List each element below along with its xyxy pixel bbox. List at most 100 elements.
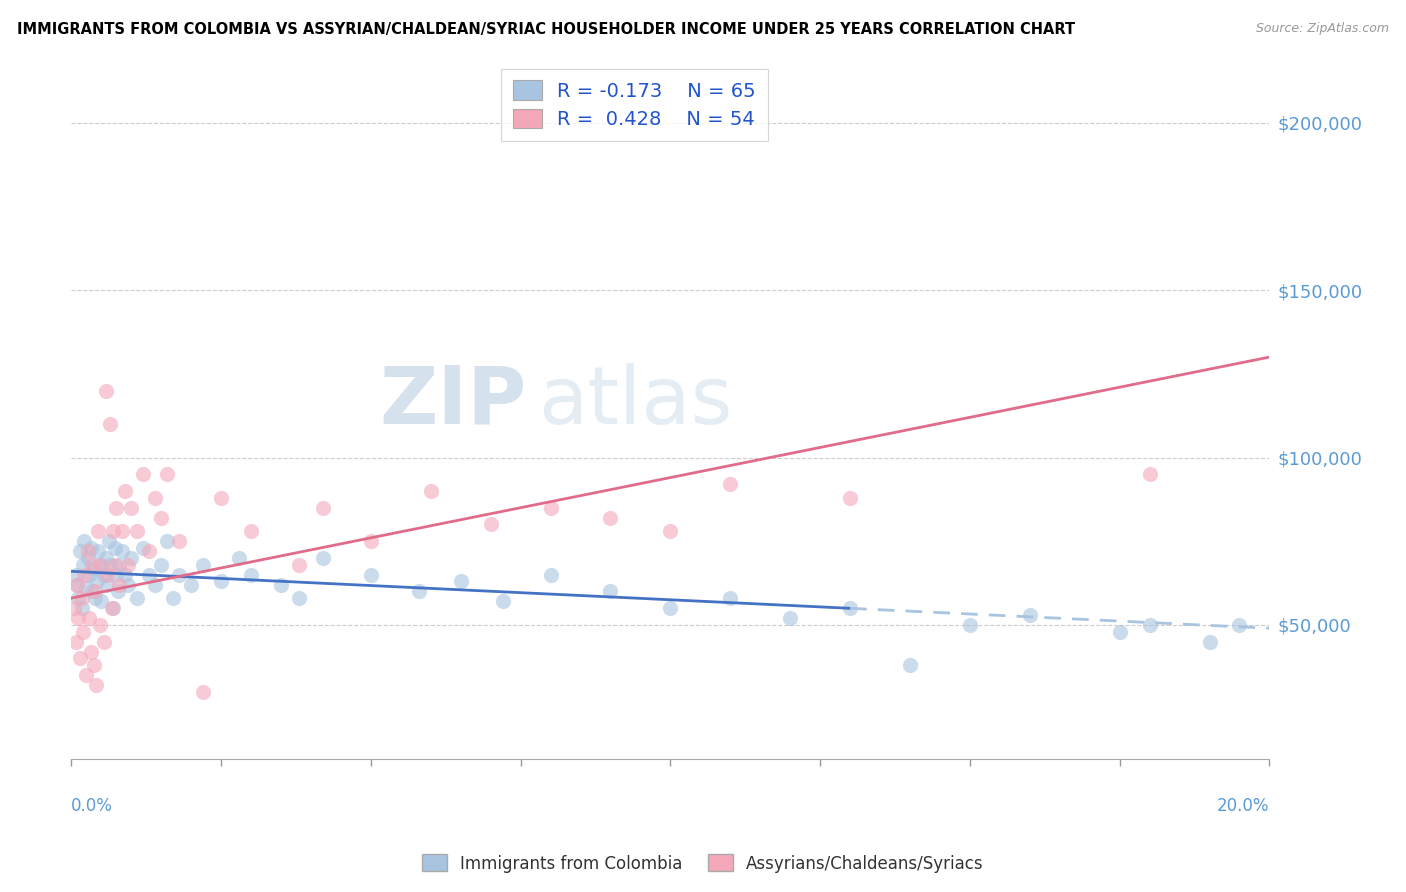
Point xyxy=(120,500,142,515)
Point xyxy=(63,601,86,615)
Point xyxy=(77,611,100,625)
Point xyxy=(491,594,513,608)
Point xyxy=(408,584,430,599)
Point xyxy=(80,645,103,659)
Point xyxy=(83,561,105,575)
Point xyxy=(479,517,502,532)
Point xyxy=(94,384,117,398)
Point xyxy=(65,634,87,648)
Point xyxy=(599,510,621,524)
Point xyxy=(72,558,94,572)
Point xyxy=(89,558,111,572)
Point xyxy=(65,567,87,582)
Point xyxy=(67,611,90,625)
Point xyxy=(83,658,105,673)
Point xyxy=(114,483,136,498)
Point xyxy=(959,618,981,632)
Point xyxy=(659,601,682,615)
Point xyxy=(540,500,562,515)
Text: 20.0%: 20.0% xyxy=(1218,797,1270,814)
Point xyxy=(132,467,155,482)
Point xyxy=(360,567,382,582)
Point xyxy=(105,567,128,582)
Point xyxy=(66,578,89,592)
Point xyxy=(90,558,112,572)
Point xyxy=(70,591,93,606)
Point xyxy=(86,574,108,589)
Point xyxy=(101,601,124,615)
Point xyxy=(312,500,335,515)
Point xyxy=(167,567,190,582)
Point xyxy=(239,524,262,538)
Point xyxy=(659,524,682,538)
Point xyxy=(143,578,166,592)
Point xyxy=(191,685,214,699)
Point xyxy=(114,567,136,582)
Point xyxy=(1229,618,1251,632)
Point xyxy=(839,491,862,505)
Point xyxy=(70,601,93,615)
Point xyxy=(120,550,142,565)
Point xyxy=(108,558,131,572)
Point xyxy=(191,558,214,572)
Point xyxy=(69,651,91,665)
Point xyxy=(84,584,107,599)
Point xyxy=(162,591,184,606)
Point xyxy=(143,491,166,505)
Point xyxy=(270,578,292,592)
Point xyxy=(1139,618,1161,632)
Point xyxy=(104,541,127,555)
Text: Source: ZipAtlas.com: Source: ZipAtlas.com xyxy=(1256,22,1389,36)
Point xyxy=(98,417,121,431)
Point xyxy=(67,591,90,606)
Point xyxy=(117,558,139,572)
Point xyxy=(138,567,160,582)
Point xyxy=(101,601,124,615)
Point xyxy=(209,491,232,505)
Text: atlas: atlas xyxy=(538,363,733,441)
Point xyxy=(209,574,232,589)
Point xyxy=(96,578,118,592)
Point xyxy=(167,534,190,549)
Point xyxy=(104,558,127,572)
Point xyxy=(450,574,472,589)
Point xyxy=(73,567,96,582)
Point xyxy=(87,544,110,558)
Point xyxy=(77,567,100,582)
Point xyxy=(599,584,621,599)
Point xyxy=(288,558,311,572)
Point xyxy=(111,524,134,538)
Point xyxy=(101,524,124,538)
Point xyxy=(839,601,862,615)
Point xyxy=(150,558,173,572)
Point xyxy=(228,550,250,565)
Point xyxy=(180,578,202,592)
Point xyxy=(360,534,382,549)
Point xyxy=(72,624,94,639)
Point xyxy=(90,594,112,608)
Point xyxy=(898,658,921,673)
Point xyxy=(93,567,115,582)
Point xyxy=(66,578,89,592)
Point xyxy=(82,584,104,599)
Point xyxy=(107,584,129,599)
Point xyxy=(73,534,96,549)
Point xyxy=(75,668,97,682)
Point xyxy=(94,550,117,565)
Point xyxy=(117,578,139,592)
Point xyxy=(540,567,562,582)
Point xyxy=(108,578,131,592)
Point xyxy=(718,591,741,606)
Point xyxy=(127,591,149,606)
Point xyxy=(127,524,149,538)
Point xyxy=(77,544,100,558)
Point xyxy=(86,678,108,692)
Point xyxy=(98,558,121,572)
Legend: R = -0.173    N = 65, R =  0.428    N = 54: R = -0.173 N = 65, R = 0.428 N = 54 xyxy=(501,69,768,141)
Point xyxy=(779,611,801,625)
Text: 0.0%: 0.0% xyxy=(72,797,112,814)
Point xyxy=(138,544,160,558)
Point xyxy=(1198,634,1220,648)
Point xyxy=(156,467,179,482)
Point xyxy=(84,591,107,606)
